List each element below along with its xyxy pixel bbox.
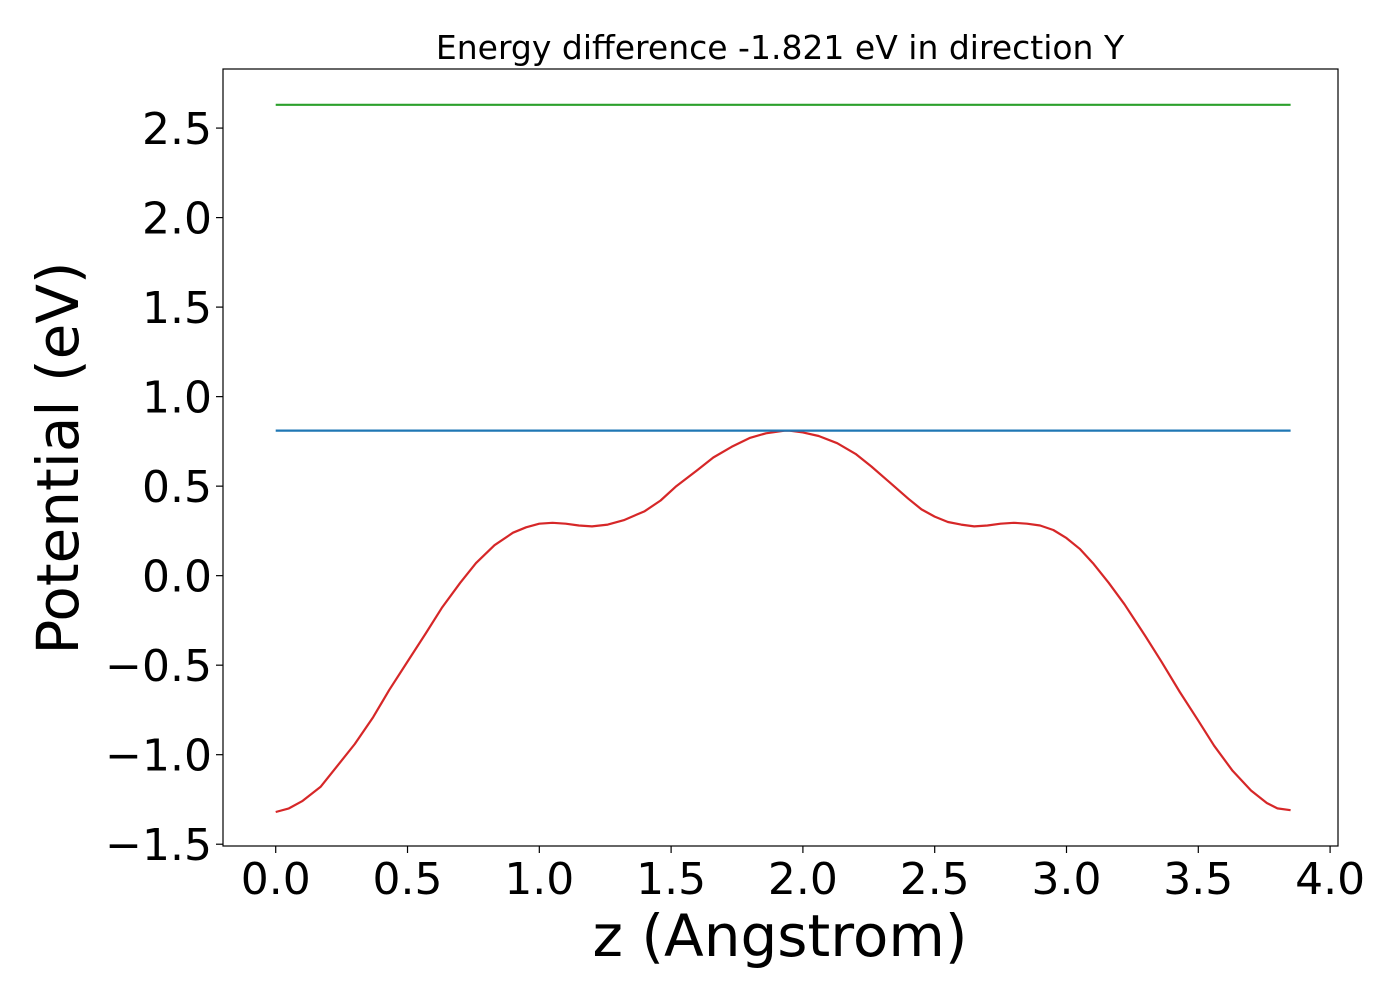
y-tick-label: −1.5 — [105, 820, 212, 871]
x-axis-ticks: 0.0 0.5 1.0 1.5 2.0 2.5 3.0 3.5 4.0 — [241, 846, 1365, 905]
x-tick-label: 2.0 — [768, 854, 838, 905]
x-tick-label: 0.0 — [241, 854, 311, 905]
y-axis-label: Potential (eV) — [24, 261, 92, 654]
plot-frame — [222, 68, 1339, 847]
x-tick-label: 1.5 — [636, 854, 706, 905]
y-tick-label: 2.0 — [142, 194, 212, 245]
y-tick-label: 1.0 — [142, 373, 212, 424]
x-tick-label: 3.5 — [1163, 854, 1233, 905]
x-axis-label: z (Angstrom) — [593, 902, 968, 970]
x-tick-label: 0.5 — [373, 854, 443, 905]
y-axis-ticks: −1.5 −1.0 −0.5 0.0 0.5 1.0 1.5 2.0 2.5 — [105, 104, 223, 871]
y-tick-label: 1.5 — [142, 283, 212, 334]
y-tick-label: 0.5 — [142, 462, 212, 513]
x-tick-label: 1.0 — [504, 854, 574, 905]
series-layer — [275, 103, 1291, 814]
x-tick-label: 2.5 — [900, 854, 970, 905]
y-tick-label: −0.5 — [105, 641, 212, 692]
x-tick-label: 3.0 — [1032, 854, 1102, 905]
x-tick-label: 4.0 — [1295, 854, 1365, 905]
y-tick-label: −1.0 — [105, 731, 212, 782]
y-tick-label: 0.0 — [142, 552, 212, 603]
y-tick-label: 2.5 — [142, 104, 212, 155]
chart-title: Energy difference -1.821 eV in direction… — [436, 28, 1125, 67]
